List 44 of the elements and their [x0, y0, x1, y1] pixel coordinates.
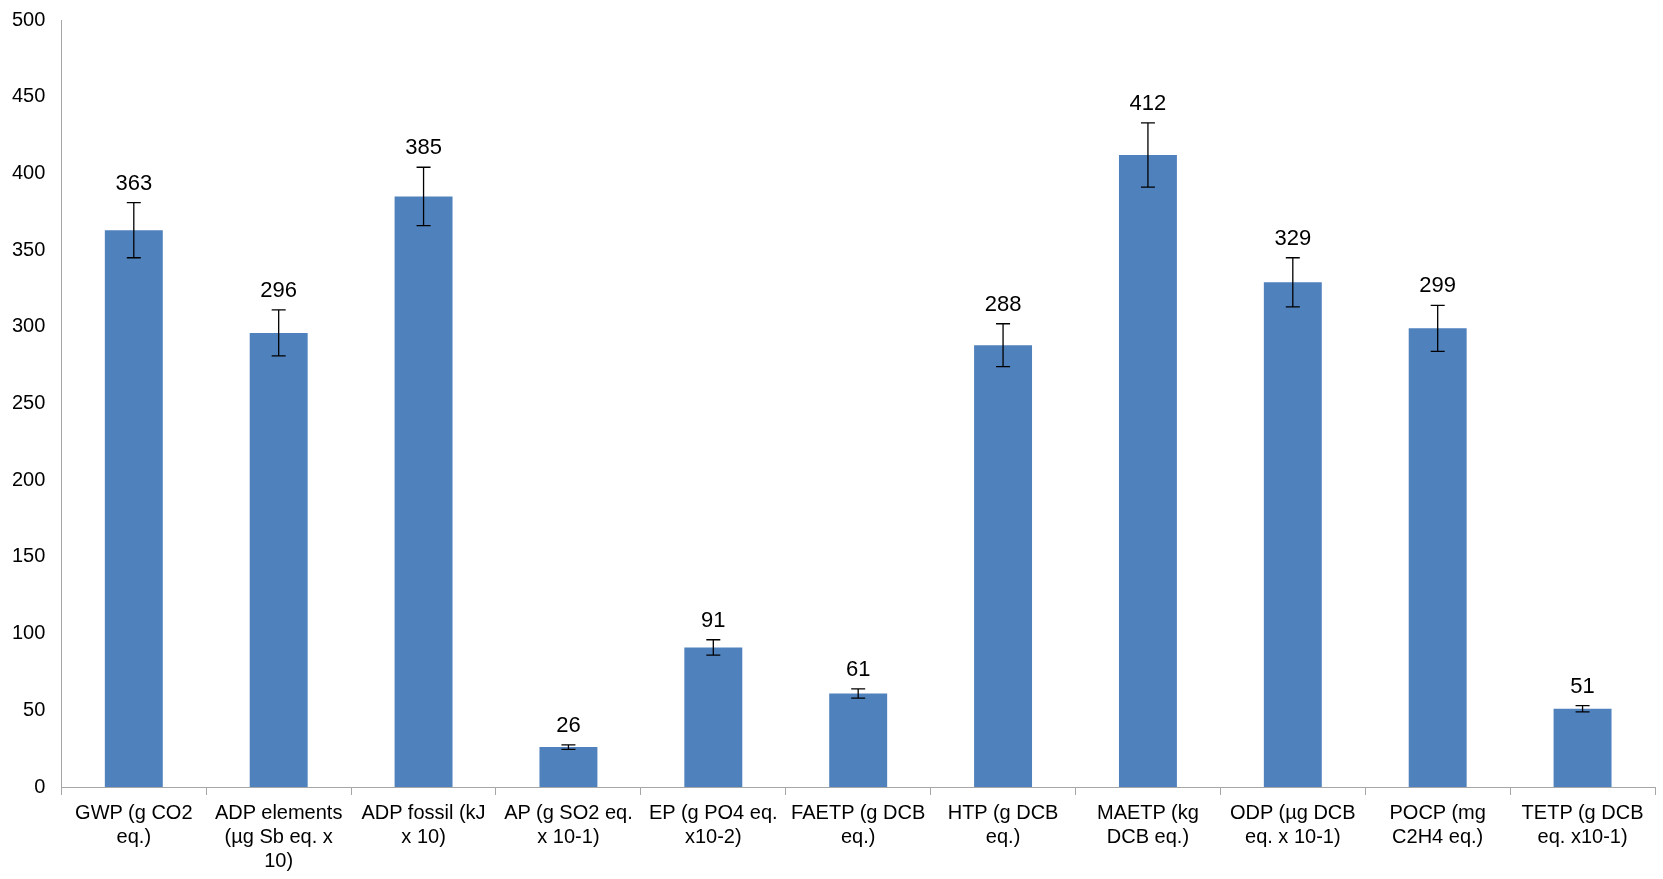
data-label: 385: [405, 134, 442, 160]
y-tick-label: 350: [11, 237, 46, 260]
bar: [104, 230, 163, 787]
data-label: 329: [1274, 224, 1312, 250]
bar: [829, 693, 888, 787]
y-tick-label: 300: [11, 314, 46, 337]
x-tick-label: MAETP (kg DCB eq.): [1097, 800, 1199, 847]
bar: [1408, 328, 1467, 787]
x-tick-label: ADP elements (µg Sb eq. x 10): [214, 800, 343, 871]
bar: [974, 345, 1033, 787]
data-label: 363: [115, 169, 153, 195]
x-tick-label: HTP (g DCB eq.): [947, 800, 1059, 847]
data-label: 299: [1419, 272, 1457, 298]
x-tick-label: ADP fossil (kJ x 10): [361, 800, 486, 847]
data-label: 296: [260, 276, 298, 302]
x-tick-label: POCP (mg C2H4 eq.): [1389, 800, 1486, 847]
x-tick-label: FAETP (g DCB eq.): [791, 800, 926, 847]
bar: [249, 332, 308, 787]
y-tick-label: 450: [11, 84, 46, 107]
bar: [539, 747, 598, 787]
bar: [1553, 708, 1612, 787]
x-tick-label: ODP (µg DCB eq. x 10-1): [1230, 800, 1356, 847]
x-tick-label: TETP (g DCB eq. x10-1): [1521, 800, 1644, 847]
data-label: 61: [845, 655, 871, 681]
y-tick-label: 500: [11, 7, 46, 30]
data-label: 91: [701, 606, 726, 632]
x-tick-label: EP (g PO4 eq. x10-2): [649, 800, 778, 847]
data-label: 26: [556, 711, 581, 737]
y-tick-label: 50: [23, 697, 46, 720]
data-label: 288: [984, 290, 1022, 316]
y-tick-label: 200: [11, 467, 46, 490]
y-tick-label: 100: [11, 621, 46, 644]
bar: [1118, 154, 1177, 787]
y-tick-label: 400: [11, 160, 46, 183]
y-tick-label: 250: [11, 391, 46, 414]
y-tick-label: 150: [11, 544, 46, 567]
data-label: 51: [1570, 672, 1595, 698]
x-tick-label: AP (g SO2 eq. x 10-1): [504, 800, 633, 847]
y-tick-label: 0: [34, 774, 46, 797]
x-tick-label: GWP (g CO2 eq.): [75, 800, 193, 847]
bar: [394, 196, 453, 787]
bar: [684, 647, 743, 787]
data-label: 412: [1129, 89, 1167, 115]
bar: [1263, 282, 1322, 787]
